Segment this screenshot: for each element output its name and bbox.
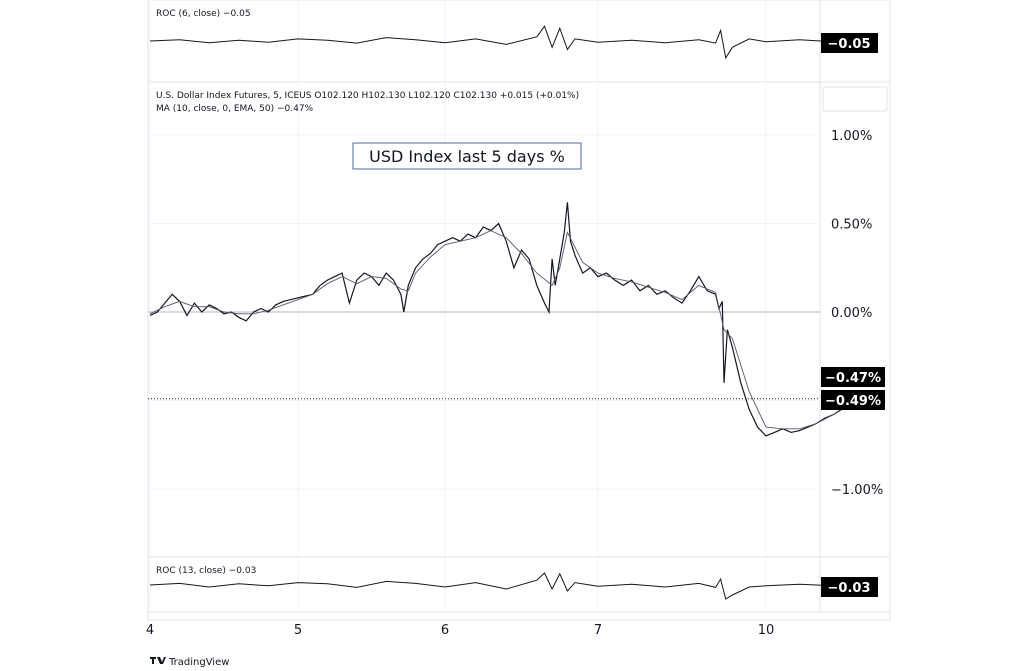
roc-top-legend: ROC (6, close) −0.05 (156, 9, 251, 19)
chart-title-box: USD Index last 5 days % (352, 142, 582, 170)
roc-top-series-line (149, 25, 859, 60)
roc-top-value-badge: −0.05 (821, 33, 878, 53)
gridlines (148, 0, 820, 612)
roc-bottom-series-line (149, 572, 859, 600)
x-tick-label: 5 (294, 623, 302, 638)
price-last-value-text: −0.49% (825, 394, 881, 409)
x-tick-label: 6 (441, 623, 449, 638)
price-last-value-badge: −0.49% (821, 390, 885, 410)
ma-series-line (149, 230, 859, 430)
tradingview-logo-icon (150, 657, 166, 664)
x-tick-label: 7 (594, 623, 602, 638)
y-tick-label: −1.00% (831, 483, 883, 498)
ma-last-value-text: −0.47% (825, 371, 881, 386)
chart-title: USD Index last 5 days % (369, 147, 565, 166)
price-axis-labels: 1.00% 0.50% 0.00% −1.00% (831, 129, 883, 498)
roc-bottom-legend: ROC (13, close) −0.03 (156, 566, 256, 576)
main-legend-line1: U.S. Dollar Index Futures, 5, ICEUS O102… (156, 91, 579, 101)
x-tick-label: 10 (758, 623, 775, 638)
tradingview-logo[interactable]: TradingView (150, 657, 229, 668)
roc-top-value-text: −0.05 (828, 37, 871, 52)
ma-last-value-badge: −0.47% (821, 367, 885, 387)
roc-bottom-value-text: −0.03 (828, 581, 871, 596)
x-tick-label: 4 (146, 623, 154, 638)
y-tick-label: 1.00% (831, 129, 872, 144)
main-legend-line2: MA (10, close, 0, EMA, 50) −0.47% (156, 104, 314, 114)
y-tick-label: 0.50% (831, 218, 872, 233)
roc-bottom-value-badge: −0.03 (821, 577, 878, 597)
price-scale-button[interactable] (822, 86, 888, 112)
time-axis-labels: 4 5 6 7 10 (146, 623, 774, 638)
y-tick-label: 0.00% (831, 306, 872, 321)
tradingview-brand-text: TradingView (168, 657, 229, 668)
